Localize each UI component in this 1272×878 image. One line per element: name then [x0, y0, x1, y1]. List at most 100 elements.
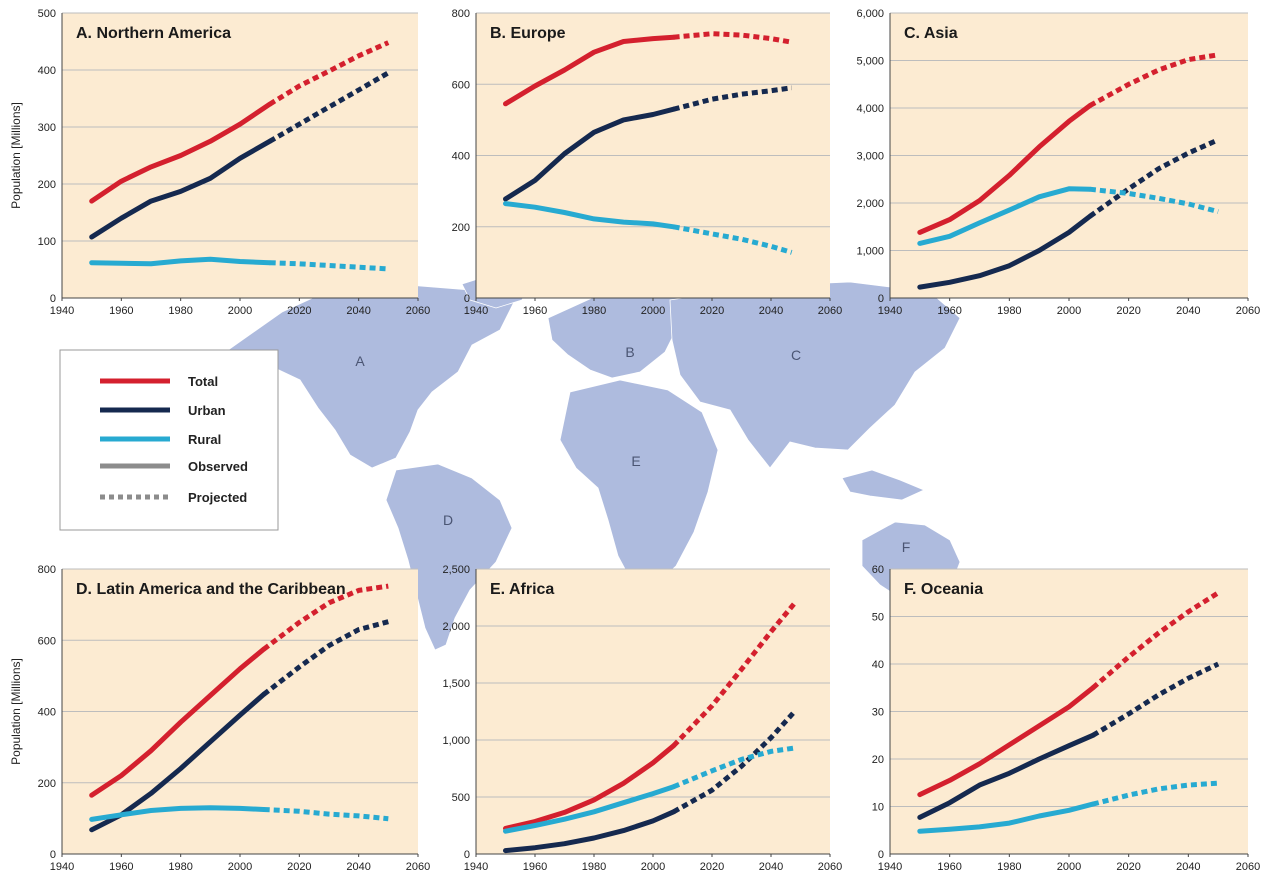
series-line-urban-projected — [1091, 661, 1220, 738]
x-tick-label: 2060 — [406, 305, 430, 317]
series-line-urban-observed — [917, 213, 1093, 290]
x-tick-label: 2020 — [700, 305, 724, 317]
y-tick-label: 2,000 — [442, 621, 470, 633]
chart-panel-c: 0 1,000 2,000 3,000 4,000 5,000 6,000 1940 1960 1… — [856, 8, 1260, 317]
series-line-total-observed — [503, 34, 677, 107]
legend-total-label: Total — [188, 374, 218, 389]
series-line-rural-observed — [89, 256, 273, 267]
y-tick-label: 100 — [38, 236, 56, 248]
x-tick-label: 2060 — [818, 861, 842, 873]
series-line-total-projected — [671, 601, 797, 748]
x-tick-label: 1960 — [523, 305, 547, 317]
y-tick-label: 500 — [38, 8, 56, 20]
chart-title: F. Oceania — [904, 581, 983, 598]
series-line-total-projected — [262, 583, 389, 652]
chart-panel-e: 0 500 1,000 1,500 2,000 2,500 1940 1960 1980 2000… — [442, 564, 842, 873]
x-tick-label: 1980 — [997, 861, 1021, 873]
x-tick-label: 1960 — [937, 861, 961, 873]
x-tick-label: 1980 — [168, 861, 192, 873]
x-tick-label: 2060 — [818, 305, 842, 317]
map-label-b: B — [625, 344, 634, 360]
y-tick-label: 60 — [872, 564, 884, 576]
series-line-total-observed — [917, 103, 1093, 235]
legend-urban-label: Urban — [188, 403, 226, 418]
series-line-total-projected — [1091, 590, 1220, 690]
series-line-rural-observed — [917, 801, 1096, 834]
chart-panel-d: 0 200 400 600 800 1940 1960 1980 2000 2020 2040 206… — [9, 564, 430, 873]
legend-projected-label: Projected — [188, 490, 247, 505]
x-tick-label: 1940 — [878, 861, 902, 873]
x-tick-label: 2060 — [406, 861, 430, 873]
series-line-total-projected — [673, 31, 793, 45]
y-tick-label: 3,000 — [856, 151, 884, 163]
x-tick-label: 2040 — [346, 861, 370, 873]
series-line-total-observed — [503, 743, 677, 831]
y-axis-label: Population [Millions] — [9, 658, 23, 765]
map-label-c: C — [791, 347, 801, 363]
y-tick-label: 2,500 — [442, 564, 470, 576]
chart-panel-b: 0 200 400 600 800 1940 1960 1980 2000 2020 2040 206… — [452, 8, 843, 317]
y-tick-label: 200 — [38, 179, 56, 191]
x-tick-label: 2020 — [700, 861, 724, 873]
series-line-rural-projected — [672, 745, 795, 790]
y-tick-label: 200 — [38, 778, 56, 790]
x-tick-label: 1960 — [109, 861, 133, 873]
series-line-urban-projected — [672, 709, 797, 814]
x-tick-label: 1940 — [464, 861, 488, 873]
y-tick-label: 200 — [452, 222, 470, 234]
legend-rural-label: Rural — [188, 432, 221, 447]
y-tick-label: 0 — [464, 849, 470, 861]
y-tick-label: 50 — [872, 612, 884, 624]
chart-panel-a: 0 100 200 300 400 500 1940 1960 1980 2000 2020 2040… — [9, 8, 430, 317]
series-line-rural-observed — [503, 201, 677, 230]
map-label-d: D — [443, 512, 453, 528]
x-tick-label: 1980 — [582, 305, 606, 317]
x-tick-label: 2000 — [641, 305, 665, 317]
x-tick-label: 2000 — [1057, 305, 1081, 317]
y-tick-label: 800 — [38, 564, 56, 576]
y-tick-label: 30 — [872, 707, 884, 719]
legend-observed-label: Observed — [188, 459, 248, 474]
y-tick-label: 600 — [452, 79, 470, 91]
y-tick-label: 1,000 — [856, 246, 884, 258]
chart-title: D. Latin America and the Caribbean — [76, 581, 346, 598]
series-line-urban-observed — [503, 106, 677, 202]
y-tick-label: 0 — [50, 293, 56, 305]
y-tick-label: 20 — [872, 754, 884, 766]
map-label-f: F — [902, 539, 911, 555]
y-tick-label: 10 — [872, 802, 884, 814]
x-tick-label: 2040 — [1176, 305, 1200, 317]
x-tick-label: 2000 — [228, 305, 252, 317]
world-map: A B C D E F — [227, 271, 986, 651]
series-line-rural-observed — [503, 784, 677, 834]
y-tick-label: 1,500 — [442, 678, 470, 690]
y-tick-label: 400 — [38, 707, 56, 719]
map-label-e: E — [631, 453, 640, 469]
series-line-urban-projected — [1088, 137, 1220, 219]
plot-area — [476, 569, 830, 854]
y-tick-label: 0 — [878, 293, 884, 305]
y-tick-label: 5,000 — [856, 56, 884, 68]
map-label-a: A — [355, 353, 365, 369]
series-line-urban-observed — [503, 809, 677, 854]
chart-title: E. Africa — [490, 581, 554, 598]
x-tick-label: 2060 — [1236, 305, 1260, 317]
y-tick-label: 1,000 — [442, 735, 470, 747]
y-tick-label: 4,000 — [856, 103, 884, 115]
south-america-shape — [385, 463, 513, 651]
x-tick-label: 1960 — [109, 305, 133, 317]
x-tick-label: 1980 — [582, 861, 606, 873]
series-line-total-projected — [268, 40, 390, 107]
y-tick-label: 2,000 — [856, 198, 884, 210]
chart-title: C. Asia — [904, 25, 958, 42]
x-tick-label: 1940 — [50, 305, 74, 317]
y-tick-label: 600 — [38, 635, 56, 647]
chart-title: A. Northern America — [76, 25, 231, 42]
x-tick-label: 1940 — [878, 305, 902, 317]
x-tick-label: 1960 — [937, 305, 961, 317]
series-line-rural-observed — [89, 805, 267, 822]
series-line-rural-projected — [1092, 780, 1219, 807]
chart-title: B. Europe — [490, 25, 566, 42]
